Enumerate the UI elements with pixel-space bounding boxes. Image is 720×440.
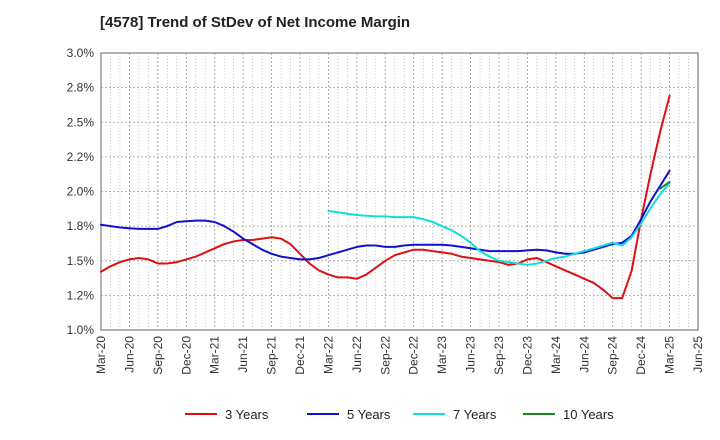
y-tick-label: 1.8%	[67, 219, 95, 233]
legend-item-5-years: 5 Years	[307, 407, 391, 422]
x-tick-label: Dec-22	[407, 336, 421, 375]
series-line-10-years	[659, 180, 671, 190]
x-tick-label: Mar-23	[435, 336, 449, 374]
series-line-3-years	[100, 94, 671, 300]
series-lines	[100, 94, 671, 300]
legend-item-7-years: 7 Years	[413, 407, 497, 422]
x-tick-label: Mar-21	[208, 336, 222, 374]
y-tick-label: 3.0%	[67, 46, 95, 60]
x-tick-label: Jun-20	[122, 336, 136, 373]
x-tick-label: Sep-20	[151, 336, 165, 375]
x-tick-label: Jun-21	[236, 336, 250, 373]
x-tick-label: Dec-23	[520, 336, 534, 375]
x-tick-label: Mar-25	[663, 336, 677, 374]
legend-label: 5 Years	[347, 407, 391, 422]
x-tick-label: Dec-21	[293, 336, 307, 375]
legend-item-3-years: 3 Years	[185, 407, 269, 422]
legend-label: 3 Years	[225, 407, 269, 422]
series-line-7-years	[327, 182, 671, 266]
x-tick-label: Sep-21	[265, 336, 279, 375]
y-tick-label: 1.5%	[67, 254, 95, 268]
x-tick-label: Jun-25	[691, 336, 705, 373]
legend-label: 7 Years	[453, 407, 497, 422]
chart-title: [4578] Trend of StDev of Net Income Marg…	[100, 14, 411, 31]
legend-item-10-years: 10 Years	[523, 407, 614, 422]
x-tick-label: Mar-20	[94, 336, 108, 374]
x-tick-label: Sep-23	[492, 336, 506, 375]
x-tick-label: Jun-23	[464, 336, 478, 373]
y-tick-label: 2.5%	[67, 115, 95, 129]
x-axis-tick-labels: Mar-20 Jun-20 Sep-20 Dec-20 Mar-21 Jun-21 Sep-…	[94, 336, 705, 375]
x-tick-label: Jun-24	[577, 336, 591, 373]
y-tick-label: 1.0%	[67, 323, 95, 337]
y-tick-label: 2.2%	[67, 150, 95, 164]
legend-label: 10 Years	[563, 407, 614, 422]
legend: 3 Years 5 Years 7 Years 10 Years	[185, 407, 614, 422]
x-tick-label: Dec-24	[634, 336, 648, 375]
horizontal-gridlines	[101, 87, 698, 296]
y-axis-tick-labels: 1.0% 1.2% 1.5% 1.8% 2.0% 2.2% 2.5% 2.8% 3.0%	[67, 46, 95, 337]
x-tick-label: Dec-20	[179, 336, 193, 375]
x-tick-label: Sep-24	[606, 336, 620, 375]
x-tick-label: Mar-24	[549, 336, 563, 374]
x-tick-label: Sep-22	[378, 336, 392, 375]
y-tick-label: 2.8%	[67, 81, 95, 95]
x-tick-label: Mar-22	[321, 336, 335, 374]
y-tick-label: 2.0%	[67, 185, 95, 199]
x-tick-label: Jun-22	[350, 336, 364, 373]
y-tick-label: 1.2%	[67, 288, 95, 302]
